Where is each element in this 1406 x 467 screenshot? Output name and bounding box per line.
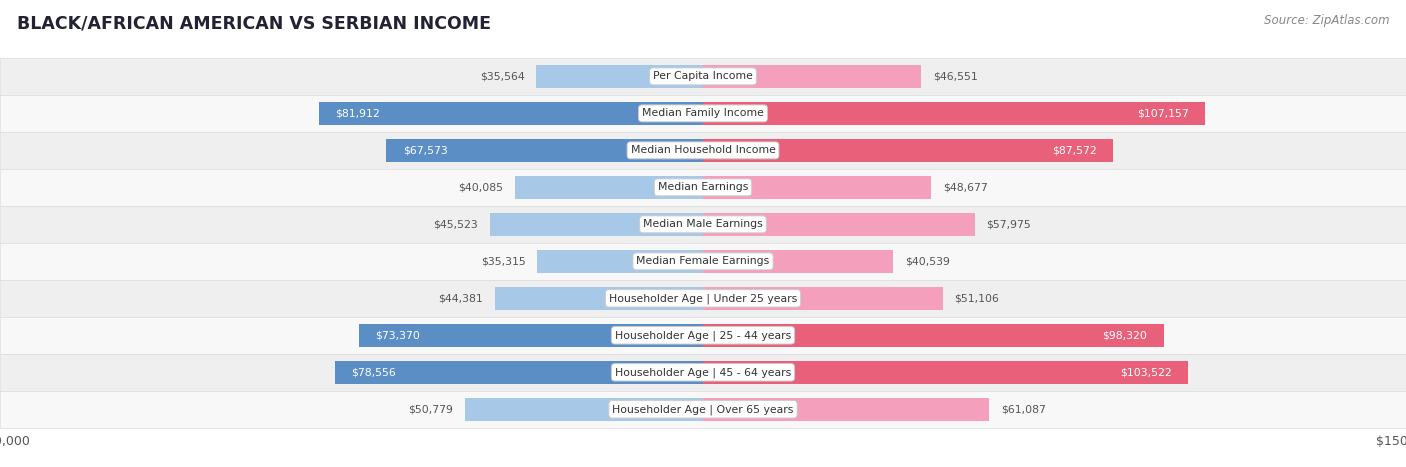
Text: $35,564: $35,564 xyxy=(479,71,524,81)
Text: Median Household Income: Median Household Income xyxy=(630,145,776,156)
Bar xyxy=(0,95,1406,132)
Bar xyxy=(319,102,703,125)
Text: $98,320: $98,320 xyxy=(1102,330,1147,340)
Text: Householder Age | Over 65 years: Householder Age | Over 65 years xyxy=(612,404,794,415)
Text: $73,370: $73,370 xyxy=(375,330,420,340)
Bar xyxy=(537,250,703,273)
Text: Median Family Income: Median Family Income xyxy=(643,108,763,118)
Bar xyxy=(0,280,1406,317)
Bar xyxy=(495,287,703,310)
Text: Householder Age | 25 - 44 years: Householder Age | 25 - 44 years xyxy=(614,330,792,340)
Text: $35,315: $35,315 xyxy=(481,256,526,266)
Bar xyxy=(703,213,974,236)
Bar xyxy=(0,132,1406,169)
Text: Source: ZipAtlas.com: Source: ZipAtlas.com xyxy=(1264,14,1389,27)
Bar xyxy=(703,102,1205,125)
Text: $40,085: $40,085 xyxy=(458,182,503,192)
Text: $81,912: $81,912 xyxy=(336,108,380,118)
Text: $48,677: $48,677 xyxy=(943,182,987,192)
Text: $67,573: $67,573 xyxy=(402,145,447,156)
Text: Householder Age | Under 25 years: Householder Age | Under 25 years xyxy=(609,293,797,304)
Text: Median Male Earnings: Median Male Earnings xyxy=(643,219,763,229)
Text: $78,556: $78,556 xyxy=(352,368,396,377)
Bar xyxy=(359,324,703,347)
Bar xyxy=(703,65,921,88)
Text: BLACK/AFRICAN AMERICAN VS SERBIAN INCOME: BLACK/AFRICAN AMERICAN VS SERBIAN INCOME xyxy=(17,14,491,32)
Text: Median Earnings: Median Earnings xyxy=(658,182,748,192)
Text: $45,523: $45,523 xyxy=(433,219,478,229)
Text: $46,551: $46,551 xyxy=(934,71,977,81)
Bar xyxy=(703,287,942,310)
Bar xyxy=(489,213,703,236)
Bar xyxy=(703,250,893,273)
Text: $40,539: $40,539 xyxy=(904,256,949,266)
Text: Per Capita Income: Per Capita Income xyxy=(652,71,754,81)
Bar xyxy=(703,398,990,421)
Bar xyxy=(0,354,1406,391)
Text: $51,106: $51,106 xyxy=(955,293,1000,304)
Text: $87,572: $87,572 xyxy=(1052,145,1097,156)
Text: Householder Age | 45 - 64 years: Householder Age | 45 - 64 years xyxy=(614,367,792,377)
Bar xyxy=(703,324,1164,347)
Bar xyxy=(0,391,1406,428)
Bar xyxy=(387,139,703,162)
Bar xyxy=(703,176,931,199)
Text: $107,157: $107,157 xyxy=(1137,108,1189,118)
Bar xyxy=(0,206,1406,243)
Bar xyxy=(335,361,703,384)
Text: $61,087: $61,087 xyxy=(1001,404,1046,414)
Text: Median Female Earnings: Median Female Earnings xyxy=(637,256,769,266)
Bar xyxy=(515,176,703,199)
Bar xyxy=(536,65,703,88)
Text: $44,381: $44,381 xyxy=(439,293,484,304)
Text: $57,975: $57,975 xyxy=(987,219,1031,229)
Bar xyxy=(0,169,1406,206)
Bar xyxy=(703,139,1114,162)
Text: $50,779: $50,779 xyxy=(408,404,453,414)
Bar xyxy=(0,317,1406,354)
Bar xyxy=(0,243,1406,280)
Bar xyxy=(703,361,1188,384)
Bar xyxy=(465,398,703,421)
Bar xyxy=(0,58,1406,95)
Text: $103,522: $103,522 xyxy=(1121,368,1171,377)
